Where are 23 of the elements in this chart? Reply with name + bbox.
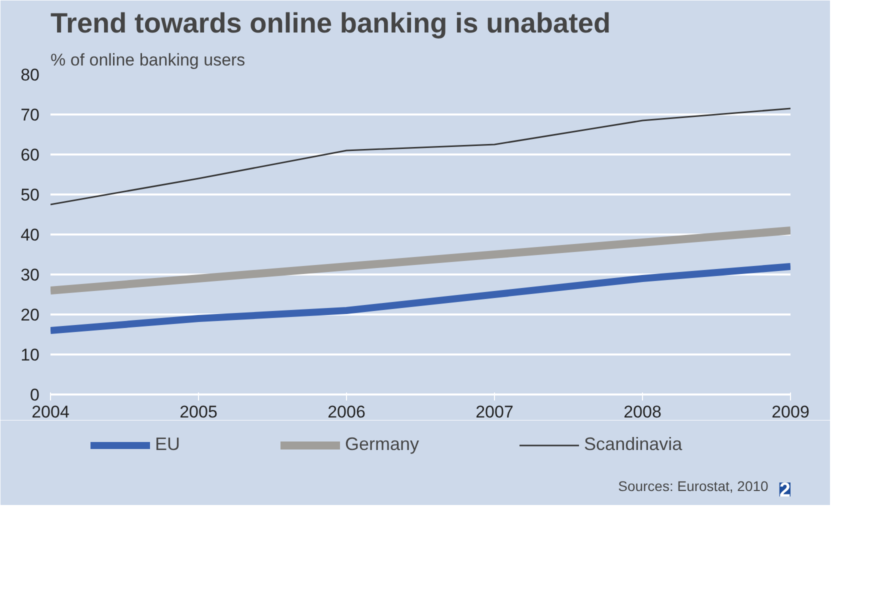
x-tick-label: 2007: [476, 402, 514, 422]
y-tick-label: 30: [20, 266, 40, 284]
y-tick-label: 50: [20, 186, 40, 204]
x-tick-label: 2006: [328, 402, 366, 422]
text: 2: [779, 480, 790, 502]
legend-label: Germany: [345, 434, 420, 455]
y-tick-label: 60: [20, 146, 40, 164]
source-note: Sources: Eurostat, 2010: [618, 478, 769, 494]
x-tick-label: 2009: [772, 402, 810, 422]
y-tick-label: 80: [20, 66, 40, 84]
x-tick-label: 2004: [32, 402, 70, 422]
y-tick-label: 10: [20, 346, 40, 364]
y-tick-label: 20: [20, 306, 40, 324]
chart-title: Trend towards online banking is unabated: [50, 8, 611, 38]
x-tick-label: 2008: [624, 402, 662, 422]
legend-label: EU: [155, 434, 180, 455]
y-tick-label: 40: [20, 226, 40, 244]
y-tick-label: 70: [20, 106, 40, 124]
x-tick-label: 2005: [180, 402, 218, 422]
line-series: [50, 108, 790, 206]
y-tick-label: 0: [30, 386, 40, 404]
chart-subtitle: % of online banking users: [50, 50, 246, 70]
legend-label: Scandinavia: [584, 434, 682, 455]
